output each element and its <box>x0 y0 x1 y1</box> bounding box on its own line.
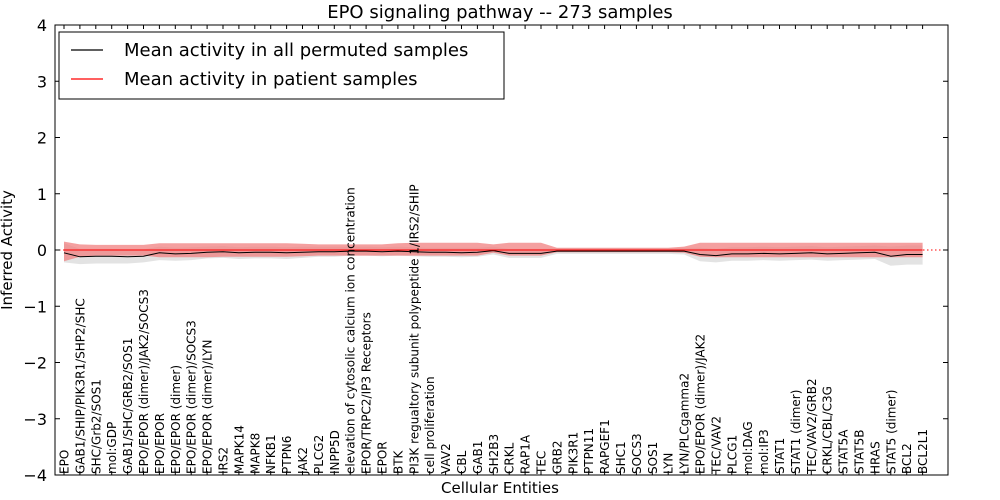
y-tick-label: 1 <box>37 185 47 204</box>
x-tick-label: EPO/EPOR (dimer)/SOCS3 <box>185 320 199 474</box>
legend-label-patient: Mean activity in patient samples <box>124 69 418 90</box>
x-tick-label: CRKL <box>503 442 517 474</box>
x-tick-label: STAT5A <box>837 429 851 474</box>
series-line-0 <box>63 250 923 258</box>
x-tick-label: EPO <box>58 450 72 474</box>
x-tick-label: PI3K regualtory subunit polypeptide 1/IR… <box>407 184 421 474</box>
legend-box <box>58 31 505 100</box>
x-tick-label: CBL <box>455 450 469 474</box>
x-tick-label: HRAS <box>868 441 882 474</box>
x-axis: EPO GAB1/SHIP/PIK3R1/SHP2/SHC SHC/Grb2/SOS… <box>58 25 930 475</box>
x-tick-label: MAPK14 <box>232 425 246 474</box>
x-tick-label: INPP5D <box>328 430 342 474</box>
x-tick-label: mol:IP3 <box>757 429 771 474</box>
x-tick-label: PIK3R1 <box>566 432 580 474</box>
x-tick-label: RAPGEF1 <box>598 419 612 474</box>
x-tick-label: PTPN6 <box>280 436 294 474</box>
x-tick-label: SHC1 <box>614 441 628 474</box>
x-tick-label: mol:GDP <box>105 422 119 474</box>
x-tick-label: STAT5 (dimer) <box>884 390 898 474</box>
x-tick-label: JAK2 <box>296 447 310 475</box>
x-tick-label: PLCG1 <box>725 435 739 474</box>
x-tick-label: RAP1A <box>519 434 533 474</box>
x-tick-label: elevation of cytosolic calcium ion conce… <box>344 187 358 474</box>
x-tick-label: SOCS3 <box>630 433 644 474</box>
x-tick-label: SOS1 <box>646 442 660 474</box>
x-tick-label: EPO/EPOR (dimer)/JAK2/SOCS3 <box>137 289 151 474</box>
y-tick-label: 4 <box>37 16 47 35</box>
y-axis-label: Inferred Activity <box>0 190 16 310</box>
x-tick-label: GAB1/SHC/GRB2/SOS1 <box>121 338 135 474</box>
x-tick-label: LYN/PLCgamma2 <box>678 373 692 474</box>
y-tick-label: −2 <box>23 354 47 373</box>
x-tick-label: IRS2 <box>217 447 231 474</box>
x-tick-label: LYN <box>662 453 676 474</box>
x-tick-label: cell proliferation <box>423 376 437 474</box>
x-tick-label: EPO/EPOR (dimer)/LYN <box>201 340 215 474</box>
x-tick-label: PLCG2 <box>312 435 326 474</box>
legend: Mean activity in all permuted samples Me… <box>58 31 505 100</box>
bands-layer <box>64 241 923 266</box>
y-axis: −4 −3 −2 −1 0 1 2 3 4 <box>23 16 948 485</box>
x-tick-label: STAT1 <box>773 438 787 474</box>
legend-label-permuted: Mean activity in all permuted samples <box>124 40 468 61</box>
x-tick-label: BCL2 <box>900 443 914 474</box>
x-tick-label: NFKB1 <box>264 434 278 474</box>
x-tick-label: EPOR <box>376 441 390 474</box>
y-tick-label: −4 <box>23 466 47 485</box>
y-tick-label: 0 <box>37 241 47 260</box>
x-tick-label: EPO/EPOR (dimer)/JAK2 <box>694 334 708 474</box>
x-tick-label: mol:DAG <box>741 421 755 474</box>
lines-layer <box>55 249 948 258</box>
x-tick-label: MAPK8 <box>248 433 262 474</box>
x-tick-label: CRKL/CBL/C3G <box>821 386 835 474</box>
x-tick-label: VAV2 <box>439 443 453 474</box>
x-tick-label: TEC/VAV2 <box>709 416 723 475</box>
x-tick-label: STAT5B <box>853 430 867 475</box>
y-tick-label: 2 <box>37 129 47 148</box>
x-tick-label: BCL2L1 <box>916 429 930 474</box>
x-tick-label: GRB2 <box>550 440 564 474</box>
x-tick-label: GAB1 <box>471 441 485 474</box>
y-tick-label: −1 <box>23 297 47 316</box>
x-tick-label: EPO/EPOR (dimer) <box>169 365 183 474</box>
x-tick-label: GAB1/SHIP/PIK3R1/SHP2/SHC <box>73 298 87 474</box>
x-tick-label: PTPN11 <box>582 428 596 474</box>
x-tick-label: EPO/EPOR <box>153 413 167 474</box>
x-tick-label: TEC <box>535 451 549 475</box>
y-tick-label: −3 <box>23 410 47 429</box>
x-tick-label: STAT1 (dimer) <box>789 390 803 474</box>
x-tick-label: BTK <box>391 449 405 474</box>
x-tick-label: SHC/Grb2/SOS1 <box>89 379 103 474</box>
chart-title: EPO signaling pathway -- 273 samples <box>327 2 673 23</box>
x-tick-label: EPOR/TRPC2/IP3 Receptors <box>360 312 374 474</box>
x-tick-label: TEC/VAV2/GRB2 <box>805 378 819 475</box>
band-1 <box>64 241 923 262</box>
x-tick-label: SH2B3 <box>487 434 501 474</box>
x-axis-label: Cellular Entities <box>441 479 559 497</box>
y-tick-label: 3 <box>37 72 47 91</box>
